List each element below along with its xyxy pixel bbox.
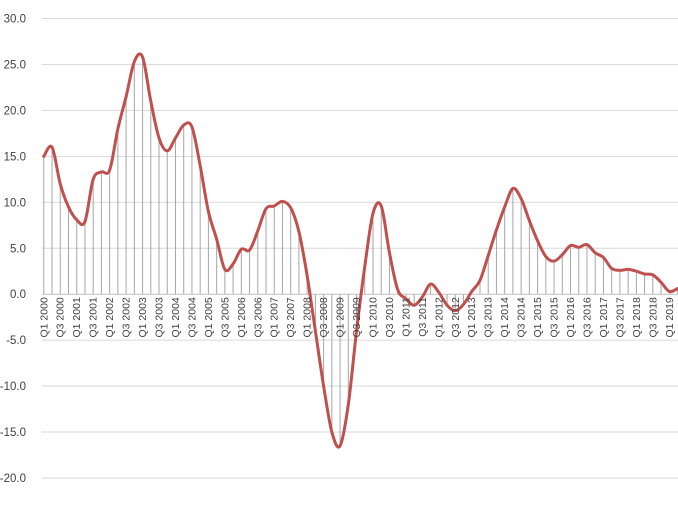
- x-tick-label: Q1 2004: [170, 297, 182, 337]
- series-line: [42, 52, 678, 449]
- x-tick-label: Q1 2016: [565, 297, 577, 337]
- y-tick-label: 10.0: [4, 197, 26, 209]
- y-tick-label: -15.0: [0, 427, 26, 439]
- x-tick-label: Q3 2016: [581, 297, 593, 337]
- x-tick-label: Q1 2001: [71, 297, 83, 337]
- y-tick-label: 30.0: [4, 14, 26, 26]
- x-tick-label: Q3 2011: [417, 297, 429, 337]
- x-tick-label: Q3 2015: [549, 297, 561, 337]
- y-axis: 30.0 25.0 20.0 15.0 10.0 5.0 0.0 -5.0 -10.0 -15.0…: [0, 14, 26, 486]
- x-tick-label: Q3 2008: [318, 297, 330, 337]
- x-tick-label: Q3 2001: [88, 297, 100, 337]
- x-tick-label: Q1 2015: [532, 297, 544, 337]
- x-tick-label: Q3 2002: [121, 297, 133, 337]
- x-tick-label: Q3 2004: [186, 297, 198, 337]
- x-tick-label: Q3 2017: [614, 297, 626, 337]
- y-tick-label: 5.0: [10, 243, 26, 255]
- x-tick-label: Q1 2005: [203, 297, 215, 337]
- x-axis: Q1 2000 Q3 2000 Q1 2001 Q3 2001 Q1 2002 Q3 20…: [38, 297, 675, 337]
- y-tick-label: 15.0: [4, 151, 26, 163]
- x-tick-label: Q3 2003: [154, 297, 166, 337]
- x-tick-label: Q3 2010: [384, 297, 396, 337]
- x-tick-label: Q3 2018: [647, 297, 659, 337]
- x-tick-label: Q1 2009: [335, 297, 347, 337]
- x-tick-label: Q1 2000: [38, 297, 50, 337]
- x-tick-label: Q1 2002: [104, 297, 116, 337]
- x-tick-label: Q3 2007: [285, 297, 297, 337]
- y-tick-label: -20.0: [0, 473, 26, 485]
- gridlines: [42, 18, 678, 479]
- x-tick-label: Q3 2005: [219, 297, 231, 337]
- x-tick-label: Q3 2013: [483, 297, 495, 337]
- series-group: [42, 52, 678, 449]
- x-tick-label: Q1 2013: [466, 297, 478, 337]
- x-tick-label: Q3 2014: [516, 297, 528, 337]
- x-tick-label: Q1 2018: [631, 297, 643, 337]
- x-tick-label: Q3 2012: [450, 297, 462, 337]
- x-tick-label: Q1 2017: [598, 297, 610, 337]
- y-tick-label: -10.0: [0, 381, 26, 393]
- x-tick-label: Q1 2006: [236, 297, 248, 337]
- y-tick-label: 0.0: [10, 289, 26, 301]
- y-tick-label: -5.0: [6, 335, 26, 347]
- y-tick-label: 20.0: [4, 105, 26, 117]
- x-tick-label: Q3 2009: [351, 297, 363, 337]
- y-tick-label: 25.0: [4, 59, 26, 71]
- x-tick-label: Q1 2008: [302, 297, 314, 337]
- x-tick-label: Q1 2010: [368, 297, 380, 337]
- x-tick-label: Q3 2006: [252, 297, 264, 337]
- x-tick-label: Q1 2014: [499, 297, 511, 337]
- drop-lines: [43, 57, 678, 446]
- x-tick-label: Q1 2012: [433, 297, 445, 337]
- x-tick-label: Q1 2003: [137, 297, 149, 337]
- x-tick-label: Q1 2011: [400, 297, 412, 337]
- x-tick-label: Q3 2000: [55, 297, 67, 337]
- x-tick-label: Q1 2019: [664, 297, 676, 337]
- x-tick-label: Q1 2007: [269, 297, 281, 337]
